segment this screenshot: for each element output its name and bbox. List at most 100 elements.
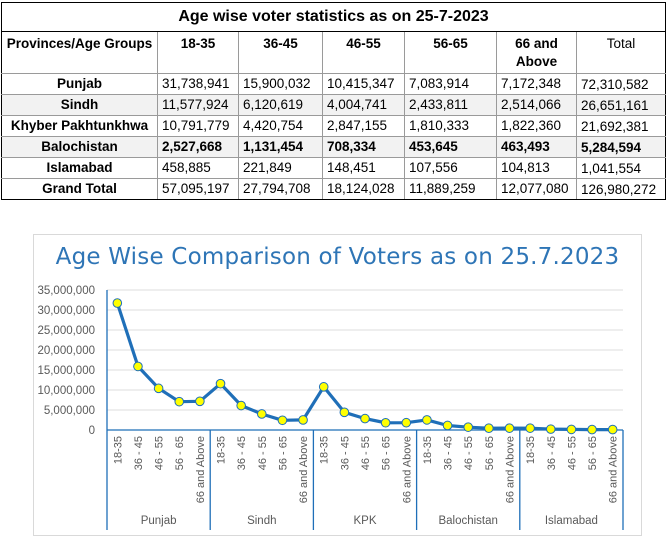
x-tick-label: 36 - 45 — [443, 436, 455, 470]
value-cell: 2,514,066 — [496, 94, 577, 116]
data-point — [380, 417, 391, 428]
y-tick-label: 10,000,000 — [37, 385, 95, 397]
province-cell: Grand Total — [1, 178, 158, 200]
x-tick-label: 46 - 55 — [566, 436, 578, 470]
value-cell: 4,420,754 — [238, 115, 323, 137]
chart-title: Age Wise Comparison of Voters as on 25.7… — [55, 244, 620, 270]
y-tick-label: 0 — [89, 425, 95, 437]
group-label: KPK — [353, 515, 376, 527]
y-tick-label: 30,000,000 — [37, 305, 95, 317]
x-tick-label: 46 - 55 — [257, 436, 269, 470]
total-cell: 26,651,161 — [576, 94, 666, 116]
value-cell: 12,077,080 — [496, 178, 577, 200]
group-label: Punjab — [141, 515, 177, 527]
group-label: Sindh — [247, 515, 276, 527]
x-tick-label: 36 - 45 — [236, 436, 248, 470]
province-cell: Khyber Pakhtunkhwa — [1, 115, 158, 137]
value-cell: 453,645 — [404, 136, 497, 158]
x-tick-label: 46 - 55 — [360, 436, 372, 470]
x-tick-label: 46 - 55 — [154, 436, 166, 470]
total-cell: 5,284,594 — [576, 136, 666, 158]
x-tick-label: 36 - 45 — [546, 436, 558, 470]
value-cell: 11,577,924 — [157, 94, 239, 116]
x-tick-label: 46 - 55 — [463, 436, 475, 470]
header-66-above: 66 and Above — [496, 31, 577, 74]
x-tick-label: 66 and Above — [401, 436, 413, 503]
province-cell: Balochistan — [1, 136, 158, 158]
value-cell: 7,083,914 — [404, 73, 497, 95]
total-cell: 21,692,381 — [576, 115, 666, 137]
province-cell: Sindh — [1, 94, 158, 116]
value-cell: 57,095,197 — [157, 178, 239, 200]
table-row: Khyber Pakhtunkhwa 10,791,779 4,420,754 2,8… — [1, 115, 666, 137]
data-point — [298, 415, 308, 425]
y-tick-label: 20,000,000 — [37, 345, 95, 357]
x-tick-label: 18-35 — [112, 436, 124, 464]
value-cell: 27,794,708 — [238, 178, 323, 200]
x-tick-label: 36 - 45 — [339, 436, 351, 470]
x-tick-label: 56 - 65 — [277, 436, 289, 470]
value-cell: 31,738,941 — [157, 73, 239, 95]
x-tick-label: 66 and Above — [298, 436, 310, 503]
grand-total-row: Grand Total 57,095,197 27,794,708 18,124,02… — [1, 178, 666, 200]
x-tick-label: 66 and Above — [608, 436, 620, 503]
data-point — [277, 415, 288, 426]
table-title: Age wise voter statistics as on 25-7-202… — [1, 2, 666, 32]
x-tick-label: 56 - 65 — [174, 436, 186, 470]
data-point — [566, 424, 577, 435]
voter-statistics-table: Age wise voter statistics as on 25-7-202… — [1, 2, 666, 200]
data-point — [174, 396, 185, 407]
data-point — [236, 400, 246, 411]
total-cell: 72,310,582 — [576, 73, 666, 95]
y-tick-label: 25,000,000 — [37, 325, 95, 337]
x-tick-label: 56 - 65 — [381, 436, 393, 470]
data-point — [112, 298, 123, 308]
x-tick-label: 56 - 65 — [587, 436, 599, 470]
data-point — [545, 424, 556, 434]
data-point — [401, 417, 412, 428]
x-tick-label: 66 and Above — [504, 436, 516, 503]
value-cell: 2,433,811 — [404, 94, 497, 116]
value-cell: 4,004,741 — [322, 94, 405, 116]
value-cell: 708,334 — [322, 136, 405, 158]
data-point — [525, 423, 535, 433]
x-tick-label: 36 - 45 — [133, 436, 145, 470]
table-row: Balochistan 2,527,668 1,131,454 708,334 453,… — [1, 136, 666, 158]
data-point — [422, 415, 432, 425]
value-cell: 148,451 — [322, 157, 405, 179]
x-tick-label: 18-35 — [525, 436, 537, 464]
table-header-row: Provinces/Age Groups 18-35 36-45 46-55 5… — [1, 31, 666, 74]
value-cell: 6,120,619 — [238, 94, 323, 116]
y-tick-label: 15,000,000 — [37, 365, 95, 377]
value-cell: 1,822,360 — [496, 115, 577, 137]
data-point — [442, 420, 453, 431]
value-cell: 18,124,028 — [322, 178, 405, 200]
table-row: Sindh 11,577,924 6,120,619 4,004,741 2,433,8… — [1, 94, 666, 116]
group-label: Islamabad — [545, 515, 598, 527]
data-point — [215, 378, 226, 389]
x-tick-label: 56 - 65 — [484, 436, 496, 470]
data-point — [339, 407, 350, 418]
header-36-45: 36-45 — [238, 31, 323, 74]
y-tick-label: 5,000,000 — [44, 405, 95, 417]
value-cell: 2,847,155 — [322, 115, 405, 137]
chart-frame — [33, 234, 642, 536]
x-tick-label: 18-35 — [319, 436, 331, 464]
value-cell: 1,131,454 — [238, 136, 323, 158]
x-tick-label: 18-35 — [216, 436, 228, 464]
y-tick-label: 35,000,000 — [37, 285, 95, 297]
group-label: Balochistan — [438, 515, 497, 527]
data-point — [360, 413, 370, 424]
data-point — [133, 361, 143, 372]
total-cell: 126,980,272 — [576, 178, 666, 200]
data-point — [504, 423, 515, 433]
data-point — [153, 383, 164, 394]
data-point — [463, 422, 474, 432]
data-point — [318, 382, 329, 392]
data-point — [484, 423, 494, 433]
header-provinces: Provinces/Age Groups — [1, 31, 158, 74]
value-cell: 11,889,259 — [404, 178, 497, 200]
header-total: Total — [576, 31, 666, 74]
data-point — [607, 424, 618, 435]
